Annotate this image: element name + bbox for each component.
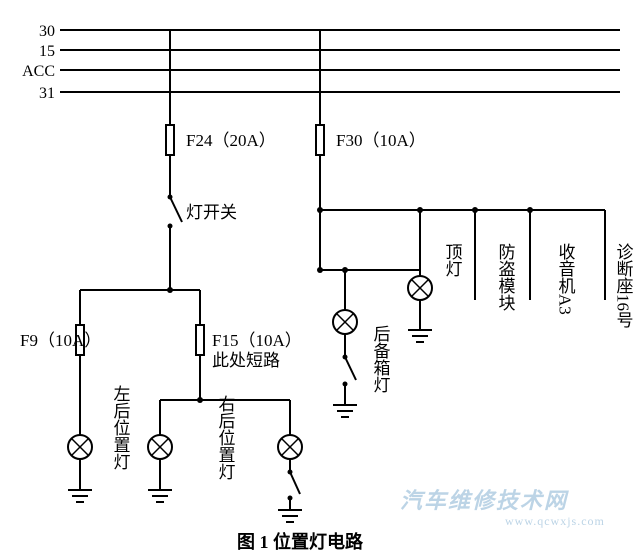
ground-icon: [333, 405, 357, 417]
label-left-rear: 左后位置灯: [111, 385, 131, 470]
branch-f24: F24（20A） 灯开关: [80, 30, 276, 325]
junction-icon: [317, 267, 323, 273]
branch-f30: F30（10A） 后备箱灯: [316, 30, 633, 417]
lamp-dome: [408, 276, 432, 300]
fuse-f15-note: 此处短路: [212, 351, 280, 370]
diagram-title: 图 1 位置灯电路: [237, 531, 364, 552]
fuse-f15-icon: [196, 325, 204, 355]
junction-icon: [317, 207, 323, 213]
watermark-text: 汽车维修技术网: [400, 488, 569, 513]
switch-label: 灯开关: [186, 203, 237, 222]
label-trunk: 后备箱灯: [371, 325, 391, 393]
switch-blade-icon: [170, 197, 182, 222]
fuse-f30-label: F30（10A）: [336, 131, 426, 150]
rail-acc-label: ACC: [22, 63, 55, 80]
junction-icon: [342, 267, 348, 273]
junction-icon: [197, 397, 203, 403]
lamp-left-rear: [68, 435, 92, 459]
branch-f9: F9（10A） 左后位置灯: [20, 325, 130, 502]
label-dome: 顶灯: [443, 243, 463, 277]
junction-icon: [167, 287, 173, 293]
rail-31-label: 31: [39, 85, 55, 102]
lamp-right-rear-b: [278, 435, 302, 459]
switch-blade-icon: [345, 357, 356, 380]
rail-30-label: 30: [39, 23, 55, 40]
fuse-f9-label: F9（10A）: [20, 331, 101, 350]
ground-icon: [68, 490, 92, 502]
fuse-f15-label: F15（10A）: [212, 331, 302, 350]
lamp-right-rear-a: [148, 435, 172, 459]
power-rails: 30 15 ACC 31: [22, 23, 620, 102]
label-right-rear: 右后位置灯: [216, 395, 236, 480]
circuit-diagram: 30 15 ACC 31 F24（20A） 灯开关 F9（10A）: [0, 0, 640, 557]
lamp-trunk: [333, 310, 357, 334]
ground-icon: [148, 490, 172, 502]
fuse-f24-label: F24（20A）: [186, 131, 276, 150]
switch-blade-icon: [290, 472, 300, 494]
ground-icon: [278, 510, 302, 522]
rail-15-label: 15: [39, 43, 55, 60]
label-diag: 诊断座16号: [614, 243, 634, 329]
label-radio: 收音机A3: [556, 243, 576, 315]
fuse-f30-icon: [316, 125, 324, 155]
watermark-url: www.qcwxjs.com: [505, 514, 605, 528]
label-antitheft: 防盗模块: [496, 243, 516, 311]
ground-icon: [408, 330, 432, 342]
fuse-f24-icon: [166, 125, 174, 155]
branch-f15: F15（10A） 此处短路 右后位置灯: [148, 325, 302, 522]
